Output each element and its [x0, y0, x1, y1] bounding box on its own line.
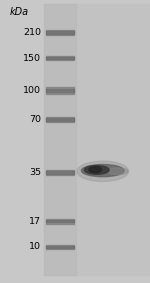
Bar: [46, 170, 74, 175]
Ellipse shape: [89, 167, 102, 173]
Text: 17: 17: [29, 217, 41, 226]
Bar: [46, 220, 74, 222]
Bar: [46, 171, 74, 174]
Bar: [46, 89, 74, 92]
Text: kDa: kDa: [10, 7, 29, 17]
Bar: [46, 118, 74, 121]
Text: 70: 70: [29, 115, 41, 124]
Text: 210: 210: [23, 28, 41, 37]
Bar: [46, 117, 74, 122]
Text: 150: 150: [23, 53, 41, 63]
Bar: [46, 57, 74, 59]
Text: 10: 10: [29, 242, 41, 251]
Text: 35: 35: [29, 168, 41, 177]
Bar: [46, 245, 74, 249]
Bar: [46, 31, 74, 34]
Ellipse shape: [84, 166, 109, 174]
Bar: [46, 219, 74, 224]
Bar: [44, 4, 150, 275]
Text: 100: 100: [23, 86, 41, 95]
Bar: [46, 56, 74, 60]
Bar: [46, 30, 74, 35]
Ellipse shape: [108, 168, 128, 175]
Bar: [46, 87, 74, 94]
Bar: [46, 246, 74, 248]
Ellipse shape: [81, 164, 124, 177]
Bar: [44, 4, 76, 275]
Ellipse shape: [77, 161, 129, 181]
